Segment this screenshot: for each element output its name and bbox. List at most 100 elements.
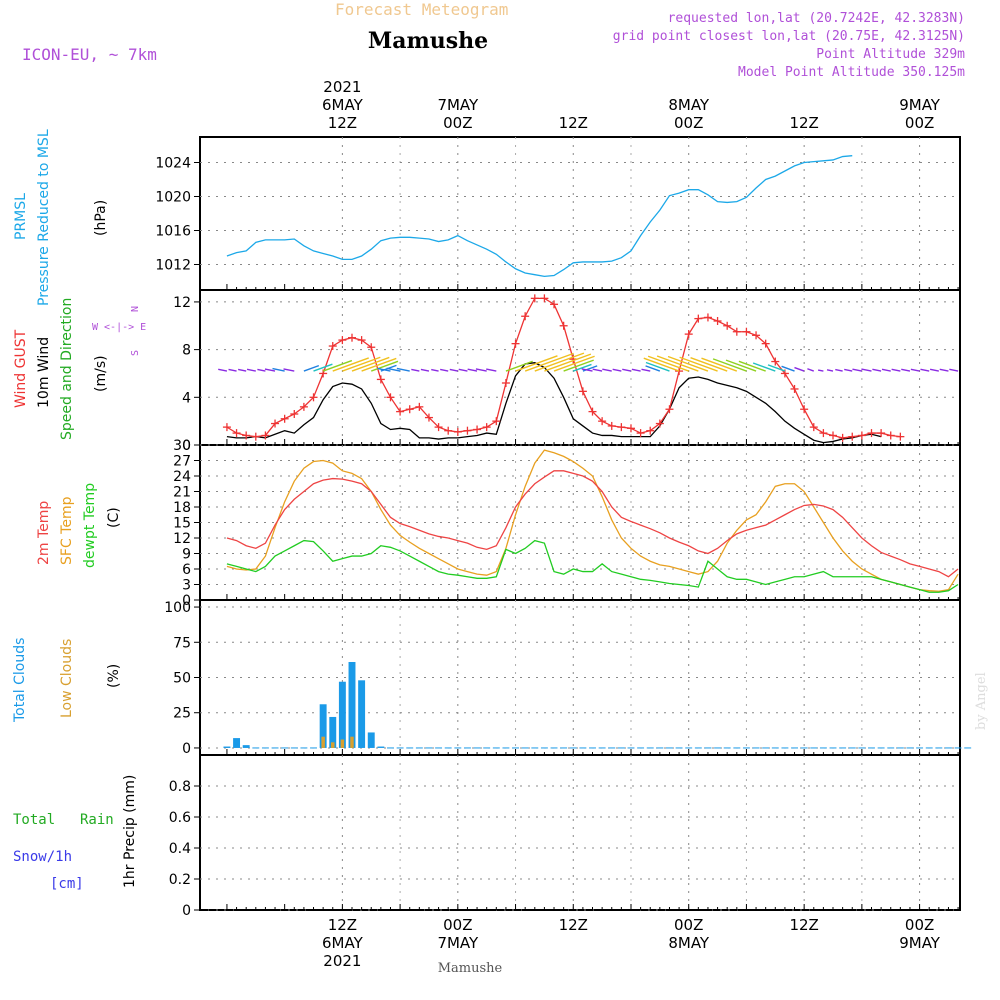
wind-direction-arrow (431, 368, 439, 372)
temp-ytick-label: 18 (173, 500, 191, 516)
wind-direction-arrow (643, 357, 680, 372)
wind-direction-arrow (303, 364, 320, 372)
bottom-time-label: 2021 (323, 952, 361, 970)
pressure-unit: (hPa) (93, 200, 109, 236)
clouds-ytick-label: 25 (173, 706, 191, 722)
bottom-time-label: 12Z (789, 916, 818, 934)
wind-label-2: 10m Wind (36, 337, 52, 408)
wind-direction-arrow (246, 368, 256, 372)
wind-direction-arrow (641, 368, 651, 372)
clouds-unit: (%) (106, 664, 122, 688)
wind-direction-arrow (563, 359, 594, 372)
grid-point-coords: grid point closest lon,lat (20.75E, 42.3… (613, 29, 965, 44)
wind-direction-arrow (592, 368, 603, 372)
total-cloud-bar (338, 681, 346, 748)
wind-direction-arrow (631, 368, 641, 372)
wind-direction-arrow (386, 367, 401, 372)
temp-ytick-label: 12 (173, 531, 191, 547)
faint-title: Forecast Meteogram (335, 0, 508, 19)
total-cloud-bar (329, 716, 337, 748)
watermark: by Angel (974, 672, 989, 730)
low-cloud-bar (321, 736, 325, 748)
top-time-label: 00Z (674, 114, 703, 132)
wind-speed-line (226, 362, 882, 444)
wind-ytick-label: 0 (182, 438, 191, 454)
low-cloud-bar (350, 736, 354, 748)
wind-direction-arrow (573, 363, 592, 372)
pressure-ytick-label: 1020 (155, 190, 191, 206)
wind-direction-arrow (872, 368, 882, 372)
wind-direction-arrow (835, 368, 843, 372)
precip-frame (199, 754, 961, 911)
temp-ytick-label: 15 (173, 516, 191, 532)
pressure-ytick-label: 1012 (155, 258, 191, 274)
wind-ytick-label: 8 (182, 343, 191, 359)
wind-direction-arrow (817, 369, 824, 372)
temp-label-3: dewpt Temp (82, 483, 98, 568)
total-cloud-bar (242, 745, 250, 748)
2m-temp-line (226, 470, 959, 578)
clouds-label-2: Low Clouds (59, 639, 75, 718)
wind-direction-arrow (701, 357, 738, 372)
wind-direction-arrow (524, 352, 574, 372)
precip-ytick-label: 0 (182, 903, 191, 919)
total-cloud-bar (223, 746, 231, 748)
wind-direction-arrow (371, 360, 399, 372)
compass-we-label: W <-|-> E (92, 322, 146, 333)
temp-ytick-label: 9 (182, 547, 191, 563)
bottom-time-label: 00Z (905, 916, 934, 934)
wind-direction-arrow (257, 368, 266, 372)
wind-direction-arrow (939, 368, 949, 372)
wind-direction-arrow (612, 368, 622, 372)
wind-direction-arrow (622, 368, 632, 372)
wind-direction-arrow (544, 353, 592, 372)
top-time-label: 7MAY (437, 96, 479, 114)
wind-direction-arrow (420, 368, 430, 372)
wind-direction-arrow (767, 364, 786, 372)
wind-direction-arrow (891, 368, 901, 372)
total-cloud-bar (367, 732, 375, 748)
bottom-time-label: 8MAY (668, 934, 710, 952)
bottom-time-label: 00Z (443, 916, 472, 934)
top-time-label: 00Z (905, 114, 934, 132)
wind-direction-arrow (645, 361, 670, 372)
wind-direction-arrow (396, 367, 410, 372)
temp-ytick-label: 21 (173, 485, 191, 501)
pressure-line (226, 155, 853, 278)
wind-direction-arrow (752, 362, 776, 372)
wind-direction-arrow (949, 368, 959, 372)
top-time-label: 12Z (789, 114, 818, 132)
temp-ytick-label: 0 (182, 593, 191, 609)
top-time-label: 12Z (559, 114, 588, 132)
wind-direction-arrow (322, 359, 353, 372)
wind-direction-arrow (238, 368, 247, 372)
clouds-ytick-label: 0 (182, 741, 191, 757)
wind-direction-arrow (515, 355, 558, 372)
wind-label-1: Wind GUST (13, 329, 29, 408)
top-time-label: 2021 (323, 78, 361, 96)
wind-direction-arrow (712, 358, 747, 372)
wind-direction-arrow (218, 368, 228, 372)
top-time-label: 8MAY (668, 96, 710, 114)
temp-unit: (C) (106, 507, 122, 528)
total-cloud-bar (348, 662, 356, 748)
temp-ytick-label: 3 (182, 578, 191, 594)
model-altitude: Model Point Altitude 350.125m (738, 65, 965, 80)
clouds-label-1: Total Clouds (12, 638, 28, 723)
wind-direction-arrow (844, 368, 853, 372)
wind-unit: (m/s) (93, 355, 109, 392)
footer-location: Mamushe (438, 961, 503, 976)
wind-direction-arrow (505, 360, 533, 372)
wind-direction-arrow (852, 368, 863, 372)
wind-direction-arrow (826, 369, 834, 372)
location-title: Mamushe (368, 28, 488, 54)
temp-label-2: SFC Temp (59, 496, 75, 565)
pressure-ytick-label: 1016 (155, 224, 191, 240)
pressure-ytick-label: 1024 (155, 156, 191, 172)
requested-coords: requested lon,lat (20.7242E, 42.3283N) (668, 11, 965, 26)
wind-direction-arrow (861, 368, 872, 372)
wind-direction-arrow (929, 368, 939, 372)
bottom-time-label: 7MAY (437, 934, 479, 952)
wind-direction-arrow (881, 368, 891, 372)
precip-unit: 1hr Precip (mm) (122, 775, 138, 888)
